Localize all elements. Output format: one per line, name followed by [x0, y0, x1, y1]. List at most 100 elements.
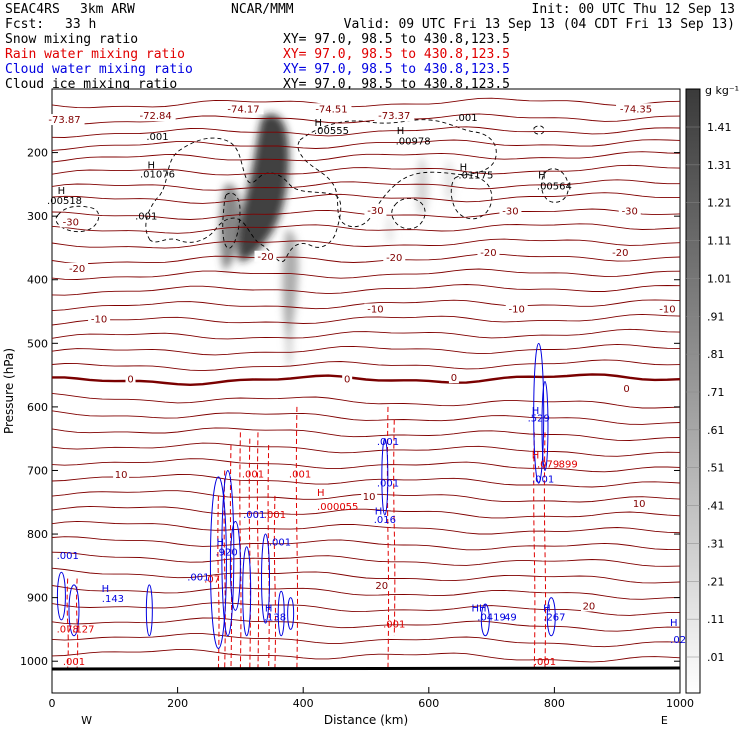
field-annotation: .00978 [396, 136, 431, 147]
colorbar-unit: g kg⁻¹ [705, 84, 739, 97]
field-annotation: .001 [534, 657, 556, 668]
legend: Snow mixing ratio XY= 97.0, 98.5 to 430.8… [5, 32, 510, 92]
isotherm [52, 442, 680, 457]
isotherm-label: -74.35 [620, 104, 652, 115]
cloud-water-contour [68, 584, 80, 637]
rain-contour [239, 432, 242, 668]
ice-shade-r3 [385, 214, 394, 244]
isotherm [52, 617, 680, 632]
cloud-water-contour [242, 546, 252, 637]
isotherm-label-bg [88, 313, 111, 325]
direction-label: E [661, 714, 668, 727]
isotherm [52, 359, 680, 372]
x-tick-label: 0 [49, 697, 56, 710]
legend-xy: XY= 97.0, 98.5 to 430.8,123.5 [283, 77, 510, 92]
isotherm-label: -30 [63, 217, 79, 228]
isotherm [52, 585, 680, 600]
isotherm [52, 474, 680, 488]
field-annotation: .000055 [317, 502, 358, 513]
field-annotation: H [532, 450, 540, 461]
isotherm-label-bg [477, 246, 500, 258]
rain-contour [393, 419, 396, 636]
field-annotation: .920 [215, 548, 237, 559]
isotherm-label: -74.51 [315, 104, 347, 115]
isotherm [52, 164, 680, 176]
colorbar [685, 88, 701, 694]
isotherm-label-bg [448, 372, 459, 384]
field-annotation: .001 [455, 113, 477, 124]
isotherm-label-bg [621, 383, 632, 394]
legend-label: Cloud ice mixing ratio [5, 77, 177, 92]
colorbar-tick-label: 1.21 [707, 197, 732, 210]
field-annotation: .001 [135, 211, 157, 222]
isotherm-label: 20 [375, 581, 388, 592]
colorbar-tick-label: .91 [707, 310, 725, 323]
field-annotation: HH [472, 604, 487, 615]
isotherm-label-bg [383, 252, 406, 264]
isotherm-label: -20 [69, 264, 85, 275]
y-tick-label: 700 [27, 464, 48, 477]
y-tick-label: 1000 [20, 655, 48, 668]
cloud-water-contour [221, 469, 235, 637]
colorbar-tick-label: .31 [707, 537, 725, 550]
isotherm [52, 410, 680, 425]
cloud-water-contours [56, 342, 556, 649]
colorbar-tick-label: 1.41 [707, 121, 732, 134]
ice-contour-2 [297, 119, 497, 228]
legend-xy: XY= 97.0, 98.5 to 430.8,123.5 [283, 62, 510, 77]
field-annotation: .001 [57, 551, 79, 562]
isotherm-label: -20 [480, 248, 496, 259]
cloud-water-contour [480, 603, 490, 637]
field-annotation: .267 [543, 613, 565, 624]
field-annotation: .079 [537, 459, 559, 470]
y-tick-label: 200 [27, 147, 48, 160]
ice-contour-5 [541, 168, 569, 203]
colorbar-tick-label: 1.11 [707, 235, 732, 248]
valid-label: Valid: 09 UTC Fri 13 Sep 13 (04 CDT Fri … [344, 17, 735, 32]
field-annotation: .001 [377, 478, 399, 489]
field-annotation: H [532, 406, 540, 417]
field-annotation: .529 [528, 414, 550, 425]
legend-label: Cloud water mixing ratio [5, 62, 193, 77]
field-annotation: .001 [264, 510, 286, 521]
isotherm [52, 97, 680, 109]
field-annotation: H [58, 186, 66, 197]
isotherm-label: -20 [612, 248, 628, 259]
field-annotation: .016 [374, 515, 396, 526]
isotherm-label: 10 [115, 470, 128, 481]
ice-contour-6 [55, 205, 100, 233]
rain-contour [66, 578, 69, 668]
direction-label: W [81, 714, 92, 727]
field-annotation: H [315, 118, 323, 129]
rain-contour [267, 445, 270, 668]
field-annotation: .02 [670, 635, 686, 646]
field-annotation: .001 [187, 572, 209, 583]
field-annotation: .001 [63, 657, 85, 668]
isotherm-labels: -73.87 -72.84 -74.17 -74.51 -73.37 -74.35 -30 -… [44, 103, 679, 612]
isotherm-label-bg [125, 373, 136, 385]
field-annotation: .01175 [458, 171, 493, 182]
isotherm-label: 0 [451, 373, 457, 384]
x-tick-label: 1000 [666, 697, 694, 710]
y-axis-label: Pressure (hPa) [2, 348, 16, 434]
x-tick-label: 400 [293, 697, 314, 710]
cloud-water-contour [277, 590, 285, 637]
isotherm [52, 126, 680, 138]
isotherm [52, 648, 680, 663]
field-annotation: H [317, 488, 325, 499]
colorbar-tick-label: .41 [707, 500, 725, 513]
field-annotation: H [460, 162, 468, 173]
field-annotation: .001 [269, 537, 291, 548]
field-annotation: .001 [146, 132, 168, 143]
isotherm [52, 343, 680, 356]
y-tick-label: 900 [27, 592, 48, 605]
field-annotation: .01076 [140, 169, 175, 180]
ground-line [51, 666, 681, 671]
center-label: NCAR/MMM [231, 2, 294, 17]
isotherm-label-bg [364, 204, 387, 216]
rain-contour [217, 495, 220, 668]
isotherm-label-bg [499, 205, 522, 217]
isotherm-label: -30 [367, 206, 383, 217]
isotherm-label-bg [373, 580, 390, 592]
